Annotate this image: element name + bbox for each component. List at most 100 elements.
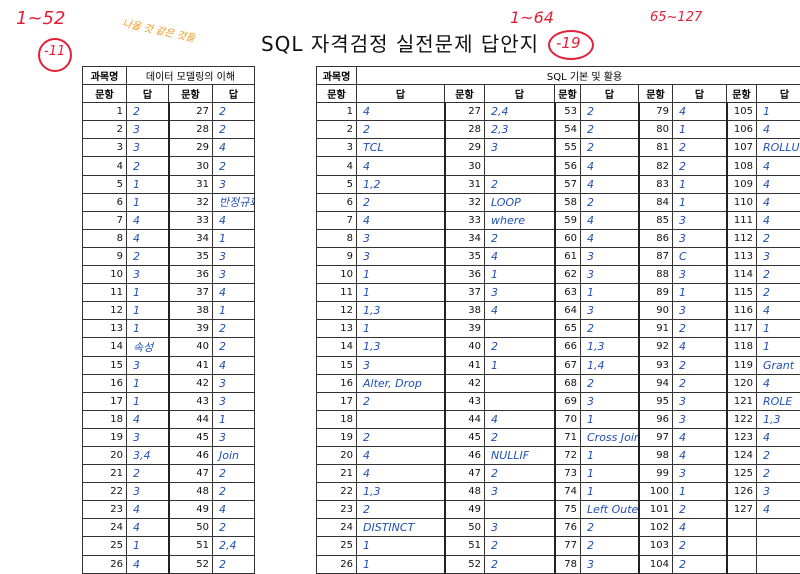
question-number: 9	[83, 247, 127, 265]
answer-cell: TCL	[357, 139, 445, 157]
answer-cell: ROLLUP	[757, 139, 800, 157]
question-number: 37	[169, 284, 213, 302]
answer-cell: 1	[581, 483, 639, 501]
answer-cell: 3	[673, 211, 727, 229]
answer-cell: 4	[757, 193, 800, 211]
answer-cell: 3,4	[127, 446, 169, 464]
question-number: 24	[83, 519, 127, 537]
answer-cell: 2	[673, 139, 727, 157]
question-number: 29	[445, 139, 485, 157]
question-number: 99	[639, 465, 673, 483]
answer-cell	[757, 537, 800, 555]
question-number: 27	[445, 103, 485, 121]
answer-cell: 2	[213, 157, 255, 175]
question-number: 67	[555, 356, 581, 374]
answer-cell: 2	[581, 374, 639, 392]
answer-cell: 1,4	[581, 356, 639, 374]
question-number: 13	[83, 320, 127, 338]
answer-cell: 1	[127, 175, 169, 193]
table-row: 3TCL293552812107ROLLUP	[317, 139, 800, 157]
question-number: 71	[555, 428, 581, 446]
question-number: 79	[639, 103, 673, 121]
question-number: 32	[169, 193, 213, 211]
answer-cell: 2	[581, 537, 639, 555]
answer-cell: 2	[581, 121, 639, 139]
question-number: 34	[169, 229, 213, 247]
answer-cell: 1	[213, 302, 255, 320]
question-number: 8	[83, 229, 127, 247]
answer-cell: DISTINCT	[357, 519, 445, 537]
question-number: 64	[555, 302, 581, 320]
question-number: 103	[639, 537, 673, 555]
answer-cell: 3	[127, 266, 169, 284]
question-number: 4	[83, 157, 127, 175]
answer-cell: 2	[757, 446, 800, 464]
question-number: 5	[317, 175, 357, 193]
answer-cell: 4	[757, 121, 800, 139]
answer-cell: 4	[357, 103, 445, 121]
question-number: 87	[639, 247, 673, 265]
question-number: 109	[727, 175, 757, 193]
question-number: 105	[727, 103, 757, 121]
answer-cell: NULLIF	[485, 446, 555, 464]
answer-cell: 2	[127, 247, 169, 265]
answer-cell: 2	[673, 356, 727, 374]
question-number: 58	[555, 193, 581, 211]
question-number: 65	[555, 320, 581, 338]
answer-cell: 2	[213, 519, 255, 537]
question-number: 41	[169, 356, 213, 374]
answer-cell: 2	[673, 501, 727, 519]
answer-cell: 2	[673, 320, 727, 338]
answer-cell: 4	[127, 229, 169, 247]
question-number: 106	[727, 121, 757, 139]
answer-cell: 2	[485, 555, 555, 573]
question-number: 18	[83, 410, 127, 428]
question-number: 17	[317, 392, 357, 410]
answer-cell: ROLE	[757, 392, 800, 410]
question-number: 57	[555, 175, 581, 193]
col-num-header: 문항	[727, 85, 757, 103]
answer-cell: 1	[357, 555, 445, 573]
question-number: 37	[445, 284, 485, 302]
question-number: 77	[555, 537, 581, 555]
question-number: 107	[727, 139, 757, 157]
col-ans-header: 답	[673, 85, 727, 103]
question-number: 83	[639, 175, 673, 193]
answer-cell: 3	[357, 356, 445, 374]
question-number: 60	[555, 229, 581, 247]
answer-cell: 3	[581, 392, 639, 410]
question-number: 24	[317, 519, 357, 537]
question-number: 84	[639, 193, 673, 211]
question-number: 88	[639, 266, 673, 284]
answer-cell	[485, 374, 555, 392]
answer-cell: 3	[485, 139, 555, 157]
question-number: 3	[317, 139, 357, 157]
col-num-header: 문항	[317, 85, 357, 103]
answer-cell: 2	[673, 537, 727, 555]
question-number: 30	[169, 157, 213, 175]
question-number: 52	[445, 555, 485, 573]
answer-cell: 4	[213, 211, 255, 229]
answer-cell: 4	[485, 410, 555, 428]
answer-cell: 2	[357, 193, 445, 211]
answer-cell: 2	[673, 555, 727, 573]
answer-cell: 4	[127, 555, 169, 573]
col-ans-header: 답	[213, 85, 255, 103]
question-number: 33	[445, 211, 485, 229]
question-number: 22	[317, 483, 357, 501]
answer-cell: 3	[213, 266, 255, 284]
question-number: 36	[169, 266, 213, 284]
answer-cell: 1	[357, 320, 445, 338]
